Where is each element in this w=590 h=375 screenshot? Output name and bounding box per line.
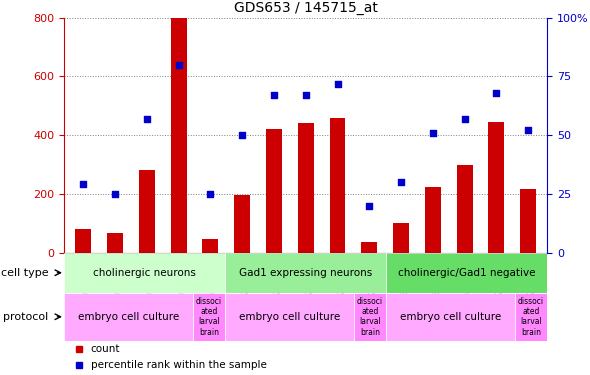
FancyBboxPatch shape bbox=[193, 293, 225, 340]
Bar bbox=[171, 18, 186, 253]
Bar bbox=[393, 223, 409, 253]
Point bbox=[269, 92, 278, 98]
Text: dissoci
ated
larval
brain: dissoci ated larval brain bbox=[196, 297, 222, 337]
Point bbox=[78, 182, 88, 188]
Point bbox=[460, 116, 470, 122]
Bar bbox=[330, 118, 346, 253]
Text: percentile rank within the sample: percentile rank within the sample bbox=[91, 360, 267, 370]
Bar bbox=[425, 186, 441, 253]
Text: embryo cell culture: embryo cell culture bbox=[400, 312, 502, 322]
Point bbox=[238, 132, 247, 138]
Bar bbox=[76, 229, 91, 253]
Text: cholinergic neurons: cholinergic neurons bbox=[93, 268, 196, 278]
Point bbox=[491, 90, 501, 96]
Point bbox=[206, 191, 215, 197]
Bar bbox=[234, 195, 250, 253]
Bar bbox=[489, 122, 504, 253]
Text: cholinergic/Gad1 negative: cholinergic/Gad1 negative bbox=[398, 268, 536, 278]
Point bbox=[142, 116, 152, 122]
Bar bbox=[457, 165, 473, 253]
Point bbox=[301, 92, 310, 98]
Text: cell type: cell type bbox=[1, 268, 48, 278]
Text: dissoci
ated
larval
brain: dissoci ated larval brain bbox=[518, 297, 544, 337]
Text: embryo cell culture: embryo cell culture bbox=[239, 312, 340, 322]
Text: Gad1 expressing neurons: Gad1 expressing neurons bbox=[239, 268, 372, 278]
FancyBboxPatch shape bbox=[386, 253, 548, 293]
Point bbox=[396, 179, 406, 185]
Bar bbox=[361, 242, 377, 253]
Point bbox=[174, 62, 183, 68]
FancyBboxPatch shape bbox=[225, 253, 386, 293]
FancyBboxPatch shape bbox=[64, 253, 225, 293]
Title: GDS653 / 145715_at: GDS653 / 145715_at bbox=[234, 2, 378, 15]
Text: protocol: protocol bbox=[3, 312, 48, 322]
Point bbox=[428, 130, 438, 136]
Point bbox=[333, 81, 342, 87]
Point bbox=[523, 128, 533, 134]
Point bbox=[110, 191, 120, 197]
Text: count: count bbox=[91, 344, 120, 354]
Bar bbox=[266, 129, 282, 253]
FancyBboxPatch shape bbox=[225, 293, 354, 340]
FancyBboxPatch shape bbox=[64, 293, 193, 340]
Text: embryo cell culture: embryo cell culture bbox=[78, 312, 179, 322]
FancyBboxPatch shape bbox=[386, 293, 515, 340]
Bar bbox=[107, 234, 123, 253]
Point bbox=[365, 202, 374, 208]
Bar bbox=[298, 123, 314, 253]
Text: dissoci
ated
larval
brain: dissoci ated larval brain bbox=[357, 297, 384, 337]
FancyBboxPatch shape bbox=[515, 293, 548, 340]
Bar bbox=[202, 239, 218, 253]
FancyBboxPatch shape bbox=[354, 293, 386, 340]
Bar bbox=[520, 189, 536, 253]
Bar bbox=[139, 170, 155, 253]
